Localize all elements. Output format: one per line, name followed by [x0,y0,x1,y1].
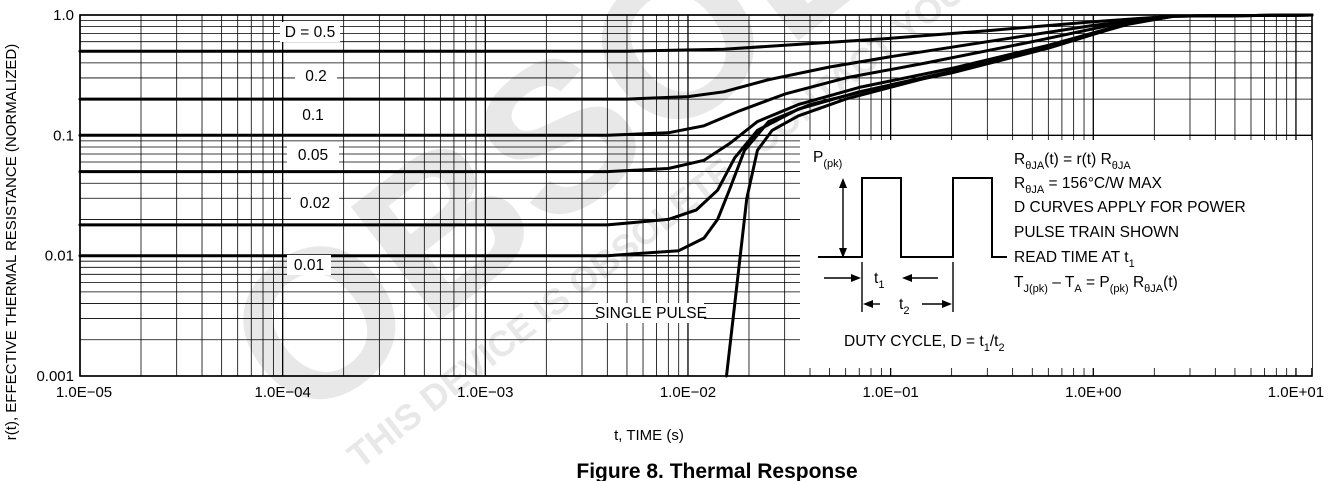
series-line [725,13,1314,378]
pulse-waveform [818,177,1007,258]
note-rthja-max: RθJA = 156°C/W MAX [1014,175,1163,196]
inset-t1-label: t1 [874,270,884,291]
y-tick-label: 0.1 [53,127,74,144]
note-rthja-t: RθJA(t) = r(t) RθJA [1014,151,1131,172]
curve-label-bg [292,105,334,125]
pulse-dimension-arrows [824,178,954,312]
curve-label: SINGLE PULSE [595,305,707,322]
curve-label-bg [291,193,339,213]
pulse-train-diagram [818,177,1007,258]
x-tick-label: 1.0E+00 [1065,384,1121,401]
x-tick-label: 1.0E+01 [1268,384,1324,401]
curve-label: 0.1 [302,107,324,124]
inset-notes: RθJA(t) = r(t) RθJA RθJA = 156°C/W MAX D… [1014,151,1246,295]
curve-label: 0.02 [300,195,330,212]
curve-label-bg [287,255,331,275]
curve-label-bg [280,22,340,42]
x-axis-title: t, TIME (s) [614,427,684,444]
y-tick-label: 0.01 [45,248,74,265]
curve-label: 0.2 [305,68,327,85]
note-tj-equation: TJ(pk) – TA = P(pk) RθJA(t) [1014,274,1178,295]
curve-label-bg [295,66,337,86]
curves-group [78,13,1314,378]
y-tick-label: 1.0 [53,7,74,24]
x-tick-label: 1.0E−04 [255,384,311,401]
curve-label-bg [598,303,704,323]
inset-ppk-label: P(pk) [813,149,842,170]
curve-label-bg [287,145,339,165]
x-tick-label: 1.0E−03 [457,384,513,401]
y-axis-title: r(t), EFFECTIVE THERMAL RESISTANCE (NORM… [3,44,20,440]
note-d-curves: D CURVES APPLY FOR POWER [1014,199,1246,216]
note-pulse-train: PULSE TRAIN SHOWN [1014,224,1179,241]
inset-duty-cycle: DUTY CYCLE, D = t1/t2 [844,333,1005,354]
x-tick-label: 1.0E−05 [56,384,112,401]
y-tick-labels: 1.0 0.1 0.01 0.001 [36,7,74,385]
x-tick-label: 1.0E−01 [862,384,918,401]
x-tick-labels: 1.0E−05 1.0E−04 1.0E−03 1.0E−02 1.0E−01 1.0E+… [56,384,1324,401]
series-line [78,13,1314,101]
x-tick-label: 1.0E−02 [660,384,716,401]
figure-caption: Figure 8. Thermal Response [576,460,857,481]
curve-labels: D = 0.5 0.2 0.1 0.05 0.02 0.01 SINGLE PULSE [280,22,707,323]
curve-label: D = 0.5 [285,24,335,41]
curve-label: 0.01 [294,257,324,274]
inset-t2-label: t2 [899,296,909,317]
note-read-time: READ TIME AT t1 [1014,249,1135,270]
curve-label: 0.05 [298,147,328,164]
y-tick-label: 0.001 [36,368,74,385]
